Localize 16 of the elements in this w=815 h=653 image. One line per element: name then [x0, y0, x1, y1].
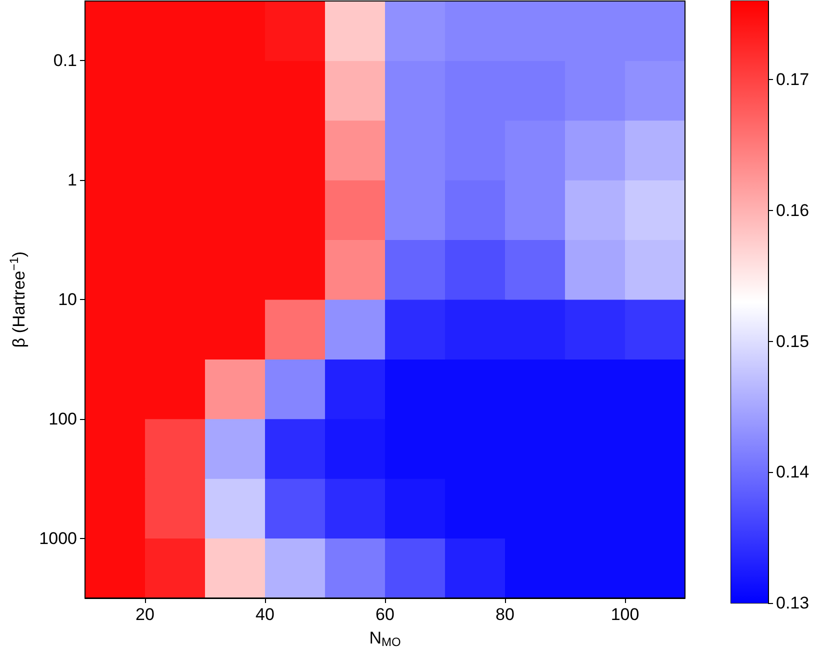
x-tick-label: 40	[256, 605, 274, 624]
color-bar-label: 0.16	[776, 200, 810, 220]
y-tick-label: 1000	[39, 528, 77, 548]
y-axis-title: β (Hartree−1)	[7, 251, 28, 348]
x-tick-label: 20	[136, 605, 154, 624]
color-bar-label: 0.17	[776, 70, 810, 90]
color-bar-label: 0.13	[776, 594, 810, 612]
color-bar-label: 0.14	[776, 462, 810, 482]
y-tick-label: 0.1	[53, 51, 77, 70]
y-tick-label: 10	[58, 290, 77, 310]
color-bar-label: 0.15	[776, 332, 810, 351]
y-tick-label: 1	[68, 170, 77, 190]
x-tick-label: 60	[376, 605, 394, 624]
x-tick-label: 100	[610, 605, 640, 624]
x-tick-label: 80	[496, 605, 514, 624]
y-tick-label: 100	[48, 409, 77, 428]
